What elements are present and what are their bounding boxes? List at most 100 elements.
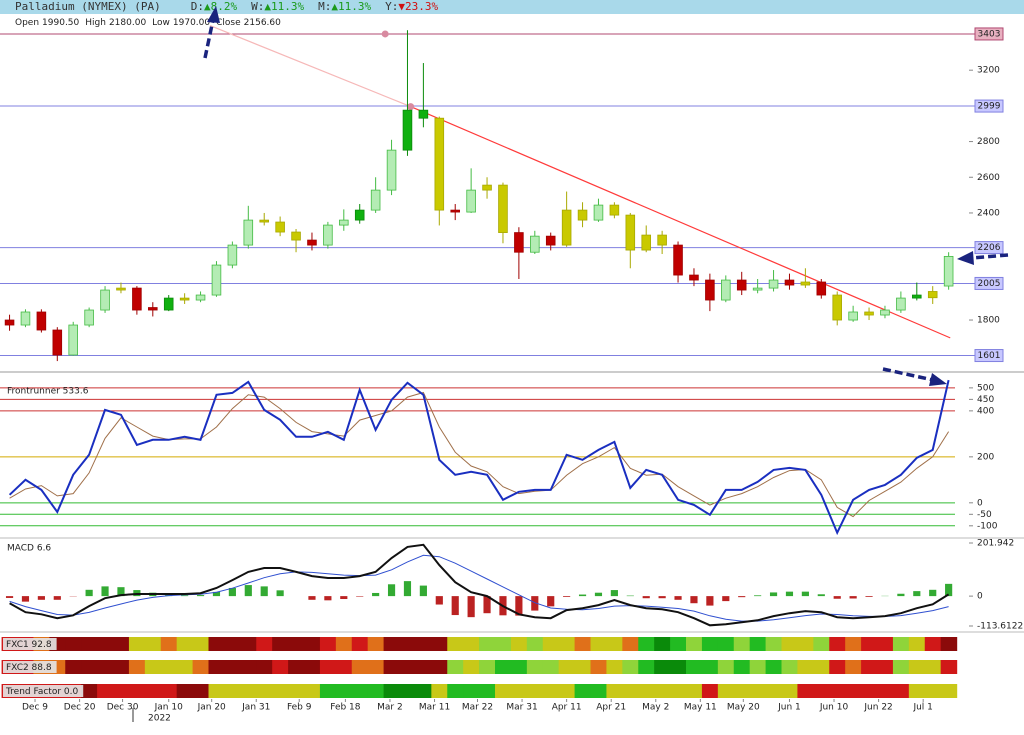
heat-cell [686,684,703,698]
annotation-arrows [203,6,1009,386]
heat-cell [319,637,337,651]
histogram-bar [212,591,221,597]
histogram-bar [228,587,236,597]
y-tick-label: 3200 [977,66,1000,76]
arrow-head [957,251,974,265]
candle-body [370,189,381,211]
candle-body [482,184,492,191]
candle-body [498,184,508,233]
heat-cell [733,660,751,674]
heat-cell [940,684,958,698]
candle-body [163,297,174,311]
heat-cell [479,660,496,674]
arrow-shaft [203,19,215,59]
heat-cell [447,684,464,698]
heat-cell [256,684,273,698]
x-tick-label: Mar 11 [419,703,450,713]
y-tick-label: -113.6122 [977,622,1023,632]
y-tick-label: 0 [977,592,983,602]
histogram-bar [658,596,666,599]
y-tick-label: 201.942 [977,539,1014,549]
panel-title: MACD 6.6 [7,544,51,554]
candle-body [848,311,858,321]
heat-cell [81,660,98,674]
series-line [9,543,950,627]
heat-cell [781,684,799,698]
heat-cell [128,660,146,674]
heat-cell [861,637,878,651]
level-label-box [974,99,1004,113]
histogram-bar [929,589,937,597]
heat-cell [463,637,480,651]
heat-cell [797,684,814,698]
heat-cell [208,684,226,698]
x-tick-label: Feb 9 [287,703,312,713]
candle-body [784,279,795,286]
candle-body [100,289,110,311]
heat-cell [415,684,432,698]
x-tick-label: Apr 21 [596,703,626,713]
histogram-bar [483,596,491,614]
candle-body [593,204,604,221]
heat-cell [749,660,767,674]
heat-cell [590,684,608,698]
x-tick-label: Apr 11 [552,703,582,713]
heat-cell [335,684,353,698]
x-tick-label: May 11 [684,703,717,713]
histogram-bar [578,594,587,597]
heat-cell [813,660,830,674]
trend-line [209,25,411,108]
heat-cell [431,684,448,698]
histogram-bar [674,596,682,600]
heat-cell [749,637,767,651]
heat-cell [383,637,401,651]
ohlc-label: High [85,18,106,28]
y-tick-label: 400 [977,406,994,416]
heat-cell [622,637,639,651]
heat-cell [638,660,655,674]
heat-cell [160,637,178,651]
heat-cell [654,660,671,674]
heat-cell [431,637,448,651]
heat-cell [765,684,783,698]
histogram-bar [785,591,794,597]
histogram-bar [53,596,61,600]
candle-body [307,239,317,246]
change-direction: ▲ [264,0,271,13]
histogram-bar [435,596,443,605]
histogram-bar [196,595,205,597]
heat-cell [288,660,305,674]
y-tick-label: 2800 [977,137,1000,147]
histogram-bar [833,596,841,599]
candle-body [832,294,842,321]
histogram-bar [610,590,618,597]
candle-body [323,224,333,246]
x-tick-label: Jul 1 [912,703,932,713]
candle-body [4,319,15,326]
trend-line [410,106,951,339]
candle-body [291,231,301,241]
histogram-bar [626,595,634,597]
level-label: 3403 [978,29,1001,39]
heat-cell [415,637,432,651]
histogram-bar [419,585,427,597]
heat-cell [861,684,878,698]
candle-body [434,117,445,211]
heat-cell [351,684,369,698]
ohlc-text: Open 1990.50 High 2180.00 Low 1970.00 Close 215… [15,18,281,28]
candle-body [864,311,874,316]
candle-body [148,307,158,311]
ohlc-label: Open [15,18,39,28]
heat-cell [558,684,576,698]
candle-body [211,264,222,296]
x-tick-label: Dec 9 [22,703,48,713]
x-tick-label: Mar 2 [377,703,403,713]
heat-cell [495,684,512,698]
histogram-bar [451,596,459,616]
heat-cell [383,660,401,674]
strip-label: Trend Factor 0.0 [5,687,78,697]
heat-cell [479,637,496,651]
candle-body [816,281,827,296]
heat-cell [447,660,464,674]
heat-cell [399,637,417,651]
